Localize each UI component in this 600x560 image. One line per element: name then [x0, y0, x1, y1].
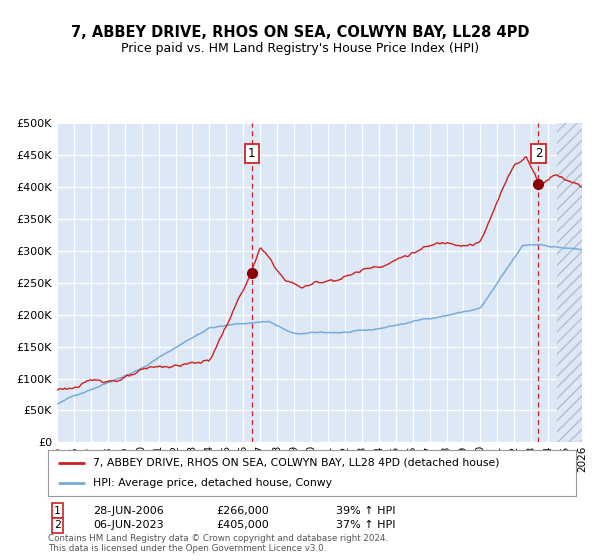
Text: This data is licensed under the Open Government Licence v3.0.: This data is licensed under the Open Gov… [48, 544, 326, 553]
Text: 1: 1 [54, 506, 61, 516]
Text: £266,000: £266,000 [216, 506, 269, 516]
Text: 7, ABBEY DRIVE, RHOS ON SEA, COLWYN BAY, LL28 4PD: 7, ABBEY DRIVE, RHOS ON SEA, COLWYN BAY,… [71, 25, 529, 40]
Text: 2: 2 [535, 147, 542, 160]
Text: 39% ↑ HPI: 39% ↑ HPI [336, 506, 395, 516]
Text: Contains HM Land Registry data © Crown copyright and database right 2024.: Contains HM Land Registry data © Crown c… [48, 534, 388, 543]
Text: 06-JUN-2023: 06-JUN-2023 [93, 520, 164, 530]
Text: £405,000: £405,000 [216, 520, 269, 530]
Text: 7, ABBEY DRIVE, RHOS ON SEA, COLWYN BAY, LL28 4PD (detached house): 7, ABBEY DRIVE, RHOS ON SEA, COLWYN BAY,… [93, 458, 499, 468]
Text: 37% ↑ HPI: 37% ↑ HPI [336, 520, 395, 530]
Text: Price paid vs. HM Land Registry's House Price Index (HPI): Price paid vs. HM Land Registry's House … [121, 42, 479, 55]
Text: HPI: Average price, detached house, Conwy: HPI: Average price, detached house, Conw… [93, 478, 332, 488]
Text: 1: 1 [248, 147, 256, 160]
Bar [557, 123, 590, 442]
Text: 2: 2 [54, 520, 61, 530]
Text: 28-JUN-2006: 28-JUN-2006 [93, 506, 164, 516]
